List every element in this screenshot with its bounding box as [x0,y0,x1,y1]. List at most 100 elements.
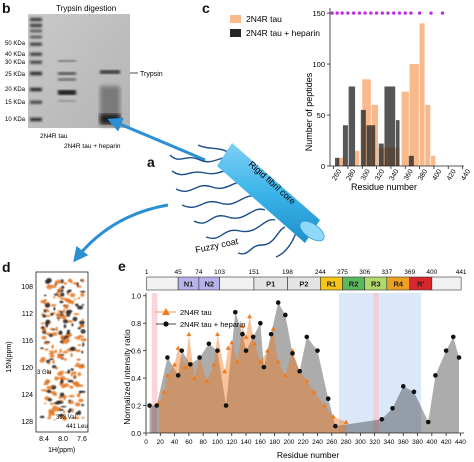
point-tau [265,348,270,353]
point-tau [235,359,240,364]
nmr-peak [71,323,74,327]
point-tau [192,375,197,381]
arrow-to-nmr [73,203,169,263]
top-marker-dot [440,11,445,15]
domain-boundary: 1 [145,269,149,276]
point-heparin [443,348,449,353]
intensity-chart-xtick: 120 [226,439,237,446]
top-marker-dot [351,11,356,15]
gel-trypsin-label: Trypsin [140,71,163,78]
nmr-peak [41,325,45,330]
legend-label-tau-e: 2N4R tau [180,308,212,317]
top-marker-dot [380,11,385,15]
intensity-chart-plot: 0.0 0.2 0.4 0.6 0.8 1.0 0 20 40 60 80 100 120 140 160 1… [131,293,466,446]
nmr-peak [54,376,59,381]
bar-tau [355,150,360,166]
nmr-peak [43,309,47,313]
point-heparin [400,384,406,389]
area-band-tau [158,316,347,433]
nmr-peak [64,357,67,361]
nmr-peak [80,292,85,297]
nmr-ytick: 112 [22,311,33,318]
point-tau [175,345,181,350]
nmr-peak [39,415,45,419]
point-tau [304,378,310,383]
nmr-peak [63,304,69,310]
gel-marker-25: 25 KDa [5,72,26,78]
peptide-chart-ytick: 50 [317,111,325,120]
nmr-peak [49,351,55,355]
panel-label-d: d [2,262,11,275]
point-heparin [250,334,256,340]
bar-heparin [408,155,414,166]
gel-marker-50: 50 KDa [5,41,26,47]
nmr-peak [57,279,62,284]
gel-marker-labels: 50 KDa 40 KDa 30 KDa 25 KDa 20 KDa 15 KD… [5,41,26,123]
domain-boundary: 151 [248,269,259,276]
nmr-peak [63,383,70,388]
nmr-peak [40,322,46,325]
nmr-peak [59,392,65,398]
nmr-peak [48,370,52,375]
intensity-chart-xtick: 200 [283,439,294,446]
nmr-peak [45,310,50,313]
point-heparin [290,351,295,356]
point-heparin [154,403,160,408]
highlight-region [373,293,379,433]
nmr-ytick: 124 [21,392,33,399]
nmr-peak [76,282,79,287]
bar-heparin [366,125,376,166]
coat-label: Fuzzy coat [194,236,239,255]
nmr-peak [51,284,57,289]
domain-boundary: 337 [381,269,392,276]
nmr-peak [67,379,74,383]
nmr-peak [66,298,70,302]
top-marker-dot [346,11,350,15]
nmr-peak [77,344,82,347]
point-heparin [268,331,274,337]
peptide-chart-plot: 0 50 100 150 260 280 300 320 340 360 380 400 420 440 [312,8,472,182]
nmr-peak [71,408,74,413]
nmr-peak [59,416,66,419]
intensity-chart-ytick: 1.0 [131,294,141,301]
intensity-chart-xlabel: Residue number [277,450,340,460]
domain-boundary: 244 [315,269,326,276]
nmr-peak [67,369,71,374]
nmr-peak [45,379,50,384]
domain-label: R2 [349,280,359,289]
nmr-peak [65,338,70,343]
nmr-peak [74,402,81,407]
peptide-chart-xtick: 320 [374,168,386,182]
point-heparin [379,416,385,422]
nmr-ylabel: 15N(ppm) [6,341,13,372]
nmr-peak [42,314,47,318]
intensity-chart-xtick: 240 [312,439,323,446]
bar-tau [431,155,436,166]
gel-marker-30: 30 KDa [5,60,26,66]
peptide-chart-xtick: 380 [417,168,429,182]
nmr-peak [63,282,68,285]
nmr-peak [44,402,47,405]
nmr-peak [80,338,87,342]
nmr-peak [74,374,77,379]
nmr-peak [81,318,85,322]
nmr-peak [74,336,77,339]
point-heparin [215,348,220,353]
nmr-peak [75,362,78,366]
nmr-x-ticks: 8.4 8.0 7.6 [39,436,87,443]
intensity-chart-xtick: 360 [398,439,409,446]
peptide-chart-xtick: 300 [360,168,372,182]
nmr-peak [63,324,67,329]
nmr-peak [44,279,51,284]
nmr-peak [81,278,85,283]
peptide-chart-xlabel: Residue number [351,182,417,192]
point-tau [257,359,263,364]
nmr-peak [60,297,66,300]
nmr-peak [54,349,57,354]
nmr-peak [49,354,55,358]
nmr-peak [43,294,47,297]
top-marker-dot [386,11,390,15]
nmr-ytick: 128 [21,419,33,426]
top-marker-dot [340,11,344,15]
domain-label: P2 [299,280,308,289]
